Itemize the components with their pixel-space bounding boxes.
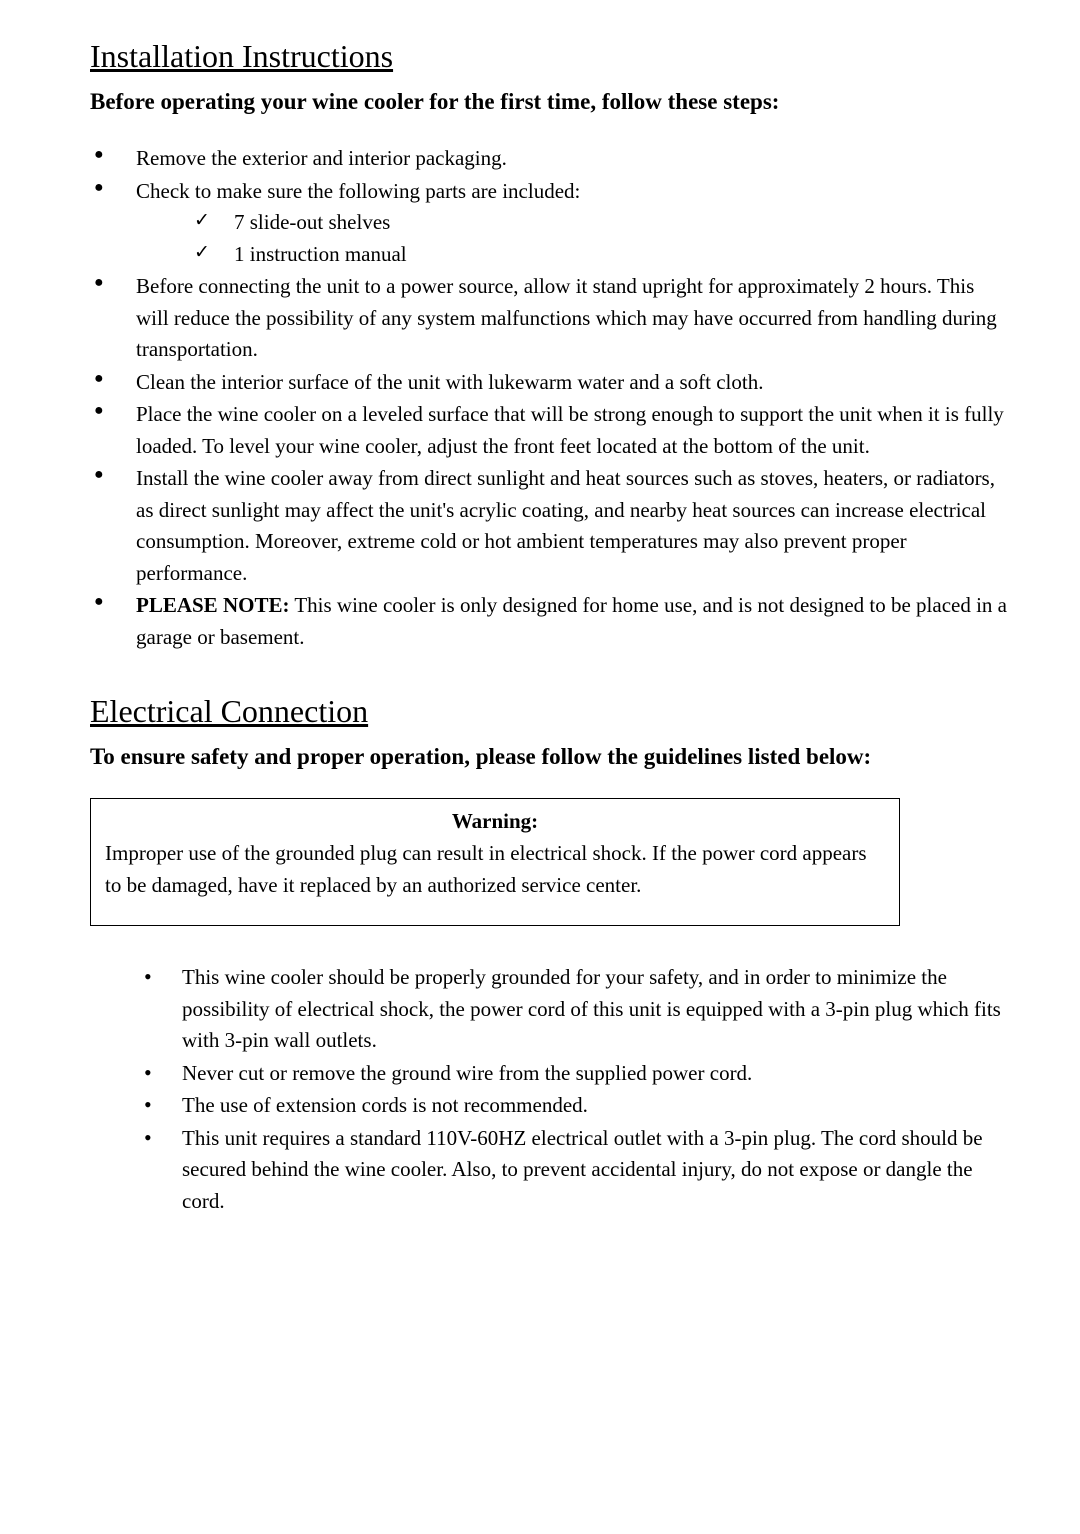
list-item: Never cut or remove the ground wire from…	[138, 1058, 1010, 1090]
list-item-text: Remove the exterior and interior packagi…	[136, 146, 507, 170]
installation-heading: Installation Instructions	[90, 38, 1010, 75]
list-item: This unit requires a standard 110V-60HZ …	[138, 1123, 1010, 1218]
list-item: This wine cooler should be properly grou…	[138, 962, 1010, 1057]
list-item: PLEASE NOTE: This wine cooler is only de…	[90, 590, 1010, 653]
parts-checklist: 7 slide-out shelves 1 instruction manual	[194, 207, 1010, 270]
list-item: Clean the interior surface of the unit w…	[90, 367, 1010, 399]
please-note-label: PLEASE NOTE:	[136, 593, 289, 617]
installation-steps-list: Remove the exterior and interior packagi…	[90, 143, 1010, 653]
electrical-subheading: To ensure safety and proper operation, p…	[90, 744, 1010, 770]
list-item-text: Before connecting the unit to a power so…	[136, 274, 997, 361]
warning-title: Warning:	[105, 809, 885, 834]
list-item: Install the wine cooler away from direct…	[90, 463, 1010, 589]
list-item: The use of extension cords is not recomm…	[138, 1090, 1010, 1122]
list-item-text: Clean the interior surface of the unit w…	[136, 370, 763, 394]
electrical-heading: Electrical Connection	[90, 693, 1010, 730]
list-item: Check to make sure the following parts a…	[90, 176, 1010, 271]
installation-subheading: Before operating your wine cooler for th…	[90, 89, 1010, 115]
list-item: Place the wine cooler on a leveled surfa…	[90, 399, 1010, 462]
check-item: 1 instruction manual	[194, 239, 1010, 271]
list-item: Remove the exterior and interior packagi…	[90, 143, 1010, 175]
warning-body: Improper use of the grounded plug can re…	[105, 838, 885, 901]
check-item: 7 slide-out shelves	[194, 207, 1010, 239]
list-item-text: Place the wine cooler on a leveled surfa…	[136, 402, 1004, 458]
list-item-text: Check to make sure the following parts a…	[136, 179, 580, 203]
electrical-guidelines-list: This wine cooler should be properly grou…	[138, 962, 1010, 1217]
list-item: Before connecting the unit to a power so…	[90, 271, 1010, 366]
list-item-text: Install the wine cooler away from direct…	[136, 466, 995, 585]
warning-box: Warning: Improper use of the grounded pl…	[90, 798, 900, 926]
